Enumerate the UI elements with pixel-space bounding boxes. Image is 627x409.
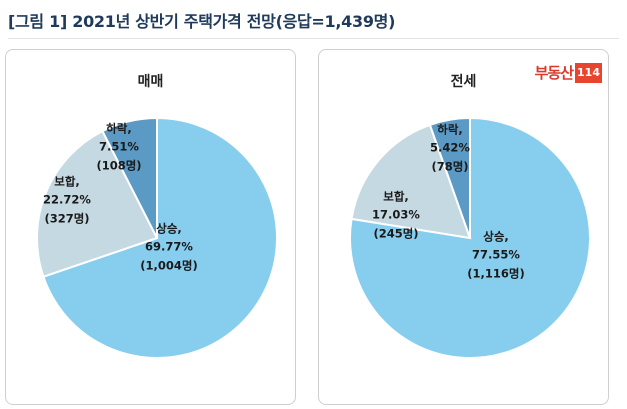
chart-title-sale: 매매	[137, 74, 164, 90]
slice-label-down: 하락, 7.51% (108명)	[96, 119, 141, 174]
pie-chart-jeonse	[349, 116, 592, 359]
pie-slice-hold	[350, 123, 472, 240]
slice-label: 하락,	[106, 121, 132, 136]
slice-count: (108명)	[96, 158, 142, 173]
slice-percent: 77.55%	[472, 247, 520, 262]
slice-label: 보합,	[54, 174, 80, 189]
logo-number: 114	[575, 62, 602, 83]
slice-percent: 69.77%	[145, 239, 193, 254]
slice-percent: 7.51%	[99, 139, 139, 154]
slice-percent: 17.03%	[372, 207, 420, 222]
slice-label-hold: 보합, 17.03% (245명)	[372, 187, 420, 242]
pie-slice-down	[428, 116, 471, 239]
slice-label-up: 상승, 69.77% (1,004명)	[140, 219, 197, 274]
page-title: [그림 1] 2021년 상반기 주택가격 전망(응답=1,439명)	[8, 12, 396, 31]
chart-panel-jeonse: 부동산 114 전세 상승, 77.55% (1,116명) 보합, 17.03% (24…	[318, 49, 609, 405]
chart-panel-sale: 매매 상승, 69.77% (1,004명) 보합, 22.72% (327명) 하락, 7.…	[5, 49, 296, 405]
slice-percent: 22.72%	[43, 192, 91, 207]
pie-slice-down	[101, 116, 158, 239]
pie-slice-hold	[36, 129, 159, 278]
slice-count: (1,004명)	[140, 258, 198, 273]
slice-label: 상승,	[156, 221, 182, 236]
slice-label-down: 하락, 5.42% (78명)	[430, 120, 470, 175]
slice-count: (245명)	[373, 226, 419, 241]
slice-count: (327명)	[44, 211, 90, 226]
slice-label-up: 상승, 77.55% (1,116명)	[467, 227, 524, 282]
slice-label: 보합,	[383, 189, 409, 204]
slice-count: (1,116명)	[467, 266, 525, 281]
slice-label-hold: 보합, 22.72% (327명)	[43, 172, 91, 227]
slice-label: 상승,	[483, 229, 509, 244]
slice-label: 하락,	[437, 122, 463, 137]
chart-title-jeonse: 전세	[450, 74, 477, 90]
slice-percent: 5.42%	[430, 140, 470, 155]
logo-text: 부동산	[534, 64, 574, 82]
slice-count: (78명)	[431, 159, 469, 174]
title-divider	[8, 38, 619, 39]
pie-slice-up	[42, 116, 278, 359]
brand-logo: 부동산 114	[535, 62, 602, 83]
pie-chart-sale	[36, 116, 278, 359]
